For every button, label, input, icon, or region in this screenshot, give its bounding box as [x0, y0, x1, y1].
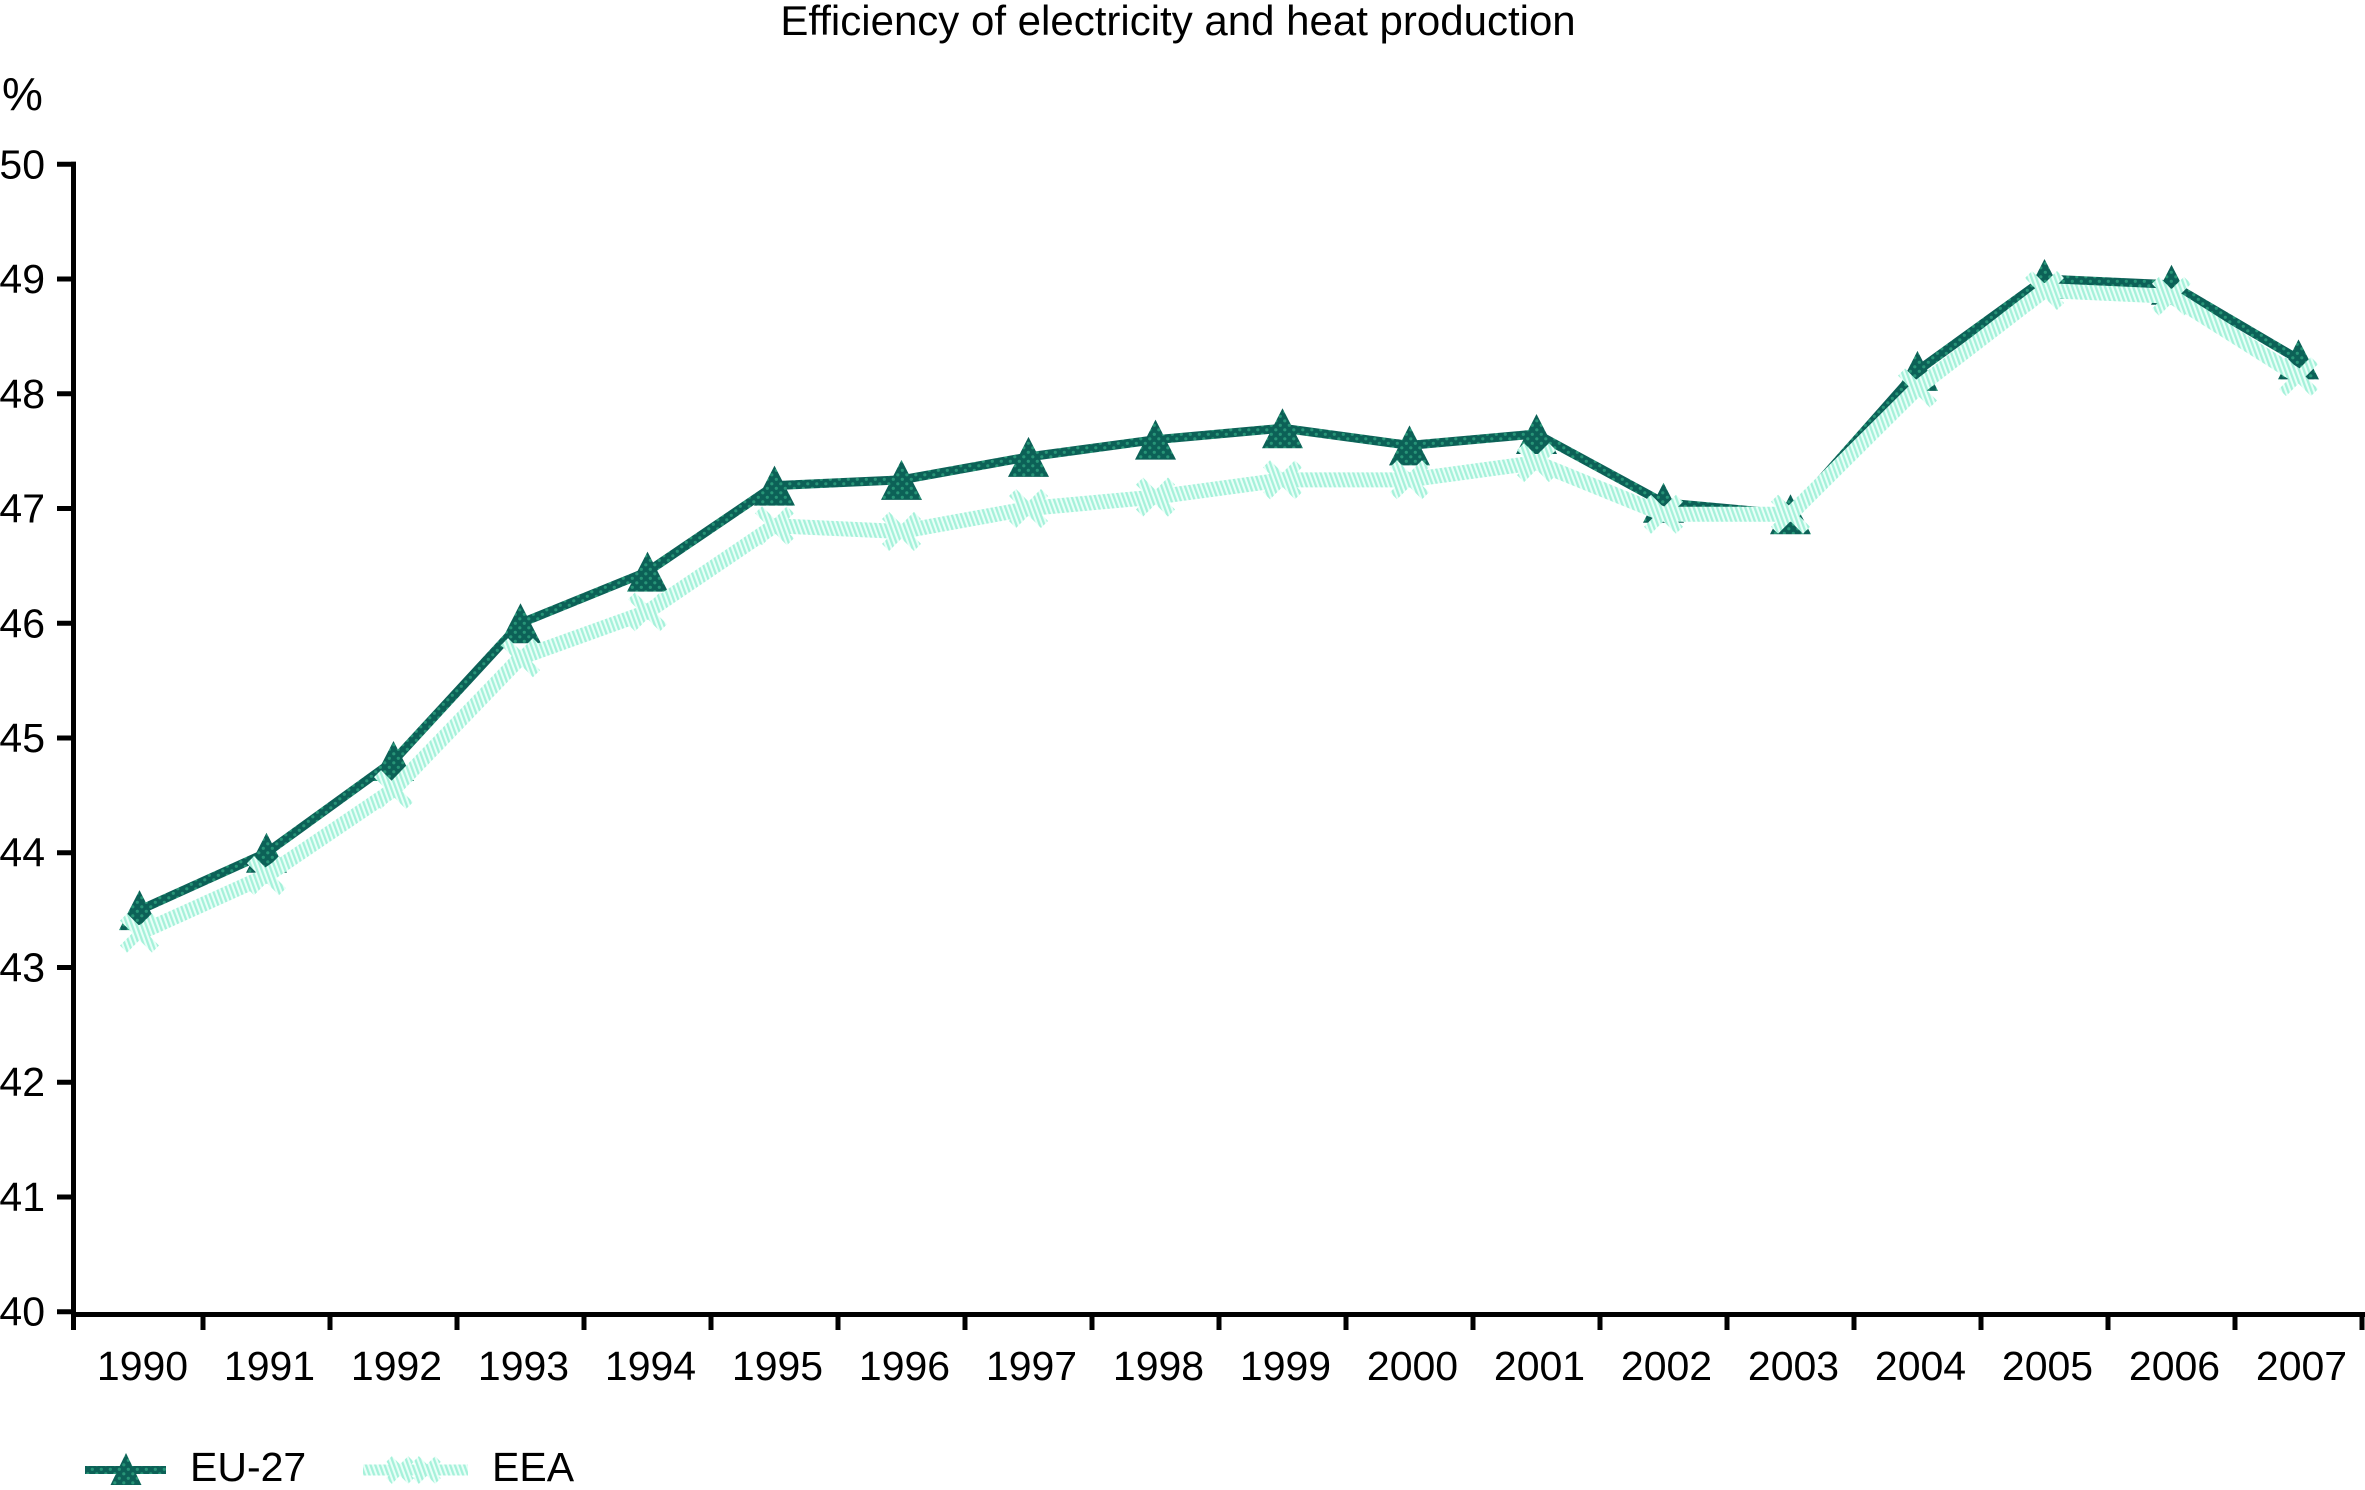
y-tick-label: 43 [0, 944, 45, 990]
y-tick-label: 48 [0, 371, 45, 417]
x-tick-label: 1993 [478, 1343, 569, 1389]
series-eea-marker [1897, 368, 1938, 408]
legend-label-eea: EEA [492, 1444, 575, 1490]
x-tick-label: 1994 [605, 1343, 696, 1389]
series-eea-marker [1770, 494, 1811, 534]
series-eea-marker [881, 511, 922, 552]
series-eu27-marker [1262, 408, 1303, 449]
series-eea-marker [1262, 460, 1303, 500]
axis-labels: 40 41 42 43 44 45 46 47 48 49 50 1990 1991 1992 1993 19… [0, 141, 2347, 1389]
legend-eea-marker [413, 1456, 441, 1484]
legend-eea-marker [386, 1456, 414, 1484]
series-eea-marker [1643, 494, 1684, 534]
x-tick-label: 1990 [97, 1343, 188, 1389]
x-tick-label: 2000 [1367, 1343, 1458, 1389]
chart-title: Efficiency of electricity and heat produ… [780, 0, 1576, 44]
series-eea-marker [119, 913, 160, 953]
y-tick-label: 44 [0, 830, 45, 876]
x-tick-label: 2001 [1494, 1343, 1585, 1389]
series-eea-line [136, 283, 2303, 940]
y-axis-unit-label: % [2, 68, 43, 120]
series-eu27-marker [500, 603, 541, 644]
y-tick-label: 47 [0, 486, 45, 532]
series-eu27-marker [1516, 413, 1557, 454]
x-tick-label: 2007 [2256, 1343, 2347, 1389]
series-eu27-marker [1389, 425, 1430, 466]
legend-eu27-marker [110, 1453, 142, 1485]
x-tick-label: 1995 [732, 1343, 823, 1389]
series-eea-marker [246, 856, 287, 896]
y-tick-label: 50 [0, 141, 45, 187]
series [119, 259, 2319, 953]
y-tick-label: 41 [0, 1174, 45, 1220]
y-tick-label: 42 [0, 1059, 45, 1105]
y-tick-label: 46 [0, 600, 45, 646]
series-eu27-marker [627, 551, 668, 592]
x-tick-label: 1992 [351, 1343, 442, 1389]
x-tick-label: 2002 [1621, 1343, 1712, 1389]
y-tick-label: 49 [0, 256, 45, 302]
legend-label-eu27: EU-27 [190, 1444, 307, 1490]
series-eea-marker [1516, 443, 1557, 483]
y-tick-label: 45 [0, 715, 45, 761]
series-eea-marker [373, 770, 414, 810]
series-eea-marker [2151, 276, 2192, 316]
x-tick-label: 1999 [1240, 1343, 1331, 1389]
series-eea-marker [1008, 488, 1049, 529]
x-tick-label: 2005 [2002, 1343, 2093, 1389]
series-eu27-line [137, 274, 2301, 915]
x-tick-label: 1991 [224, 1343, 315, 1389]
x-tick-label: 2004 [1875, 1343, 1966, 1389]
series-eea-marker [500, 638, 541, 678]
legend-markers [85, 1453, 468, 1485]
series-eea-marker [1389, 460, 1430, 500]
series-eea-marker [2024, 270, 2065, 311]
y-tick-label: 40 [0, 1289, 45, 1335]
series-eu27-marker [1135, 419, 1176, 460]
series-eu27-marker [754, 465, 795, 506]
series-eea-marker [2278, 357, 2319, 397]
series-eea-marker [754, 506, 795, 546]
x-tick-label: 1996 [859, 1343, 950, 1389]
series-eu27-marker [1008, 436, 1049, 477]
axes [57, 161, 2365, 1330]
x-tick-label: 1997 [986, 1343, 1077, 1389]
x-tick-label: 2006 [2129, 1343, 2220, 1389]
x-tick-label: 2003 [1748, 1343, 1839, 1389]
series-eu27-marker [881, 459, 922, 500]
x-tick-label: 1998 [1113, 1343, 1204, 1389]
series-eea-marker [1135, 477, 1176, 517]
series-eea-marker [627, 592, 668, 632]
